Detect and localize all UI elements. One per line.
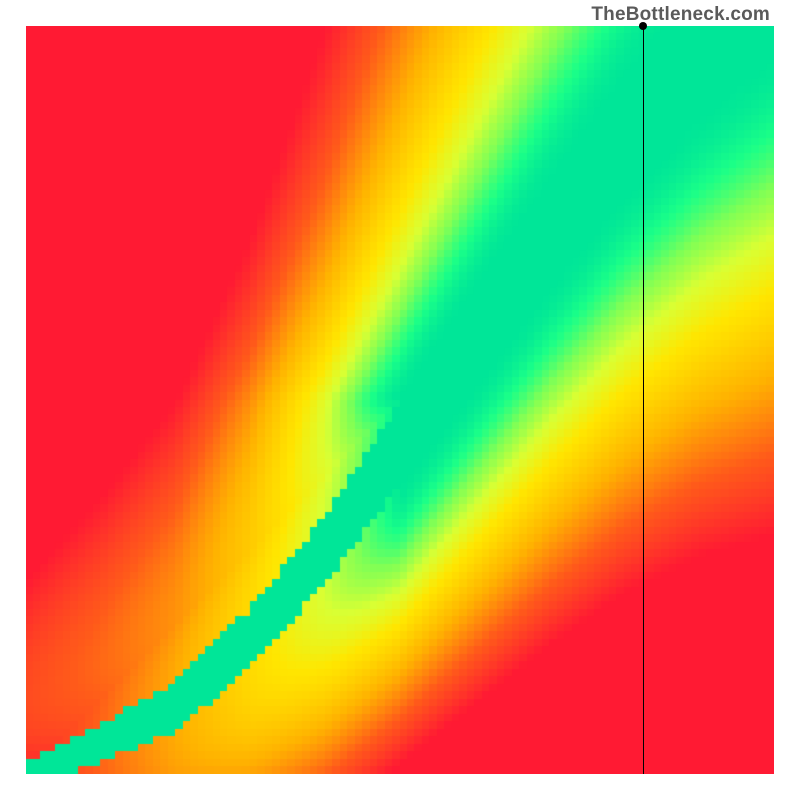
watermark-text: TheBottleneck.com — [591, 4, 770, 26]
bottleneck-heatmap — [26, 26, 774, 774]
chart-frame — [26, 26, 774, 774]
selection-vertical-line — [643, 26, 644, 774]
